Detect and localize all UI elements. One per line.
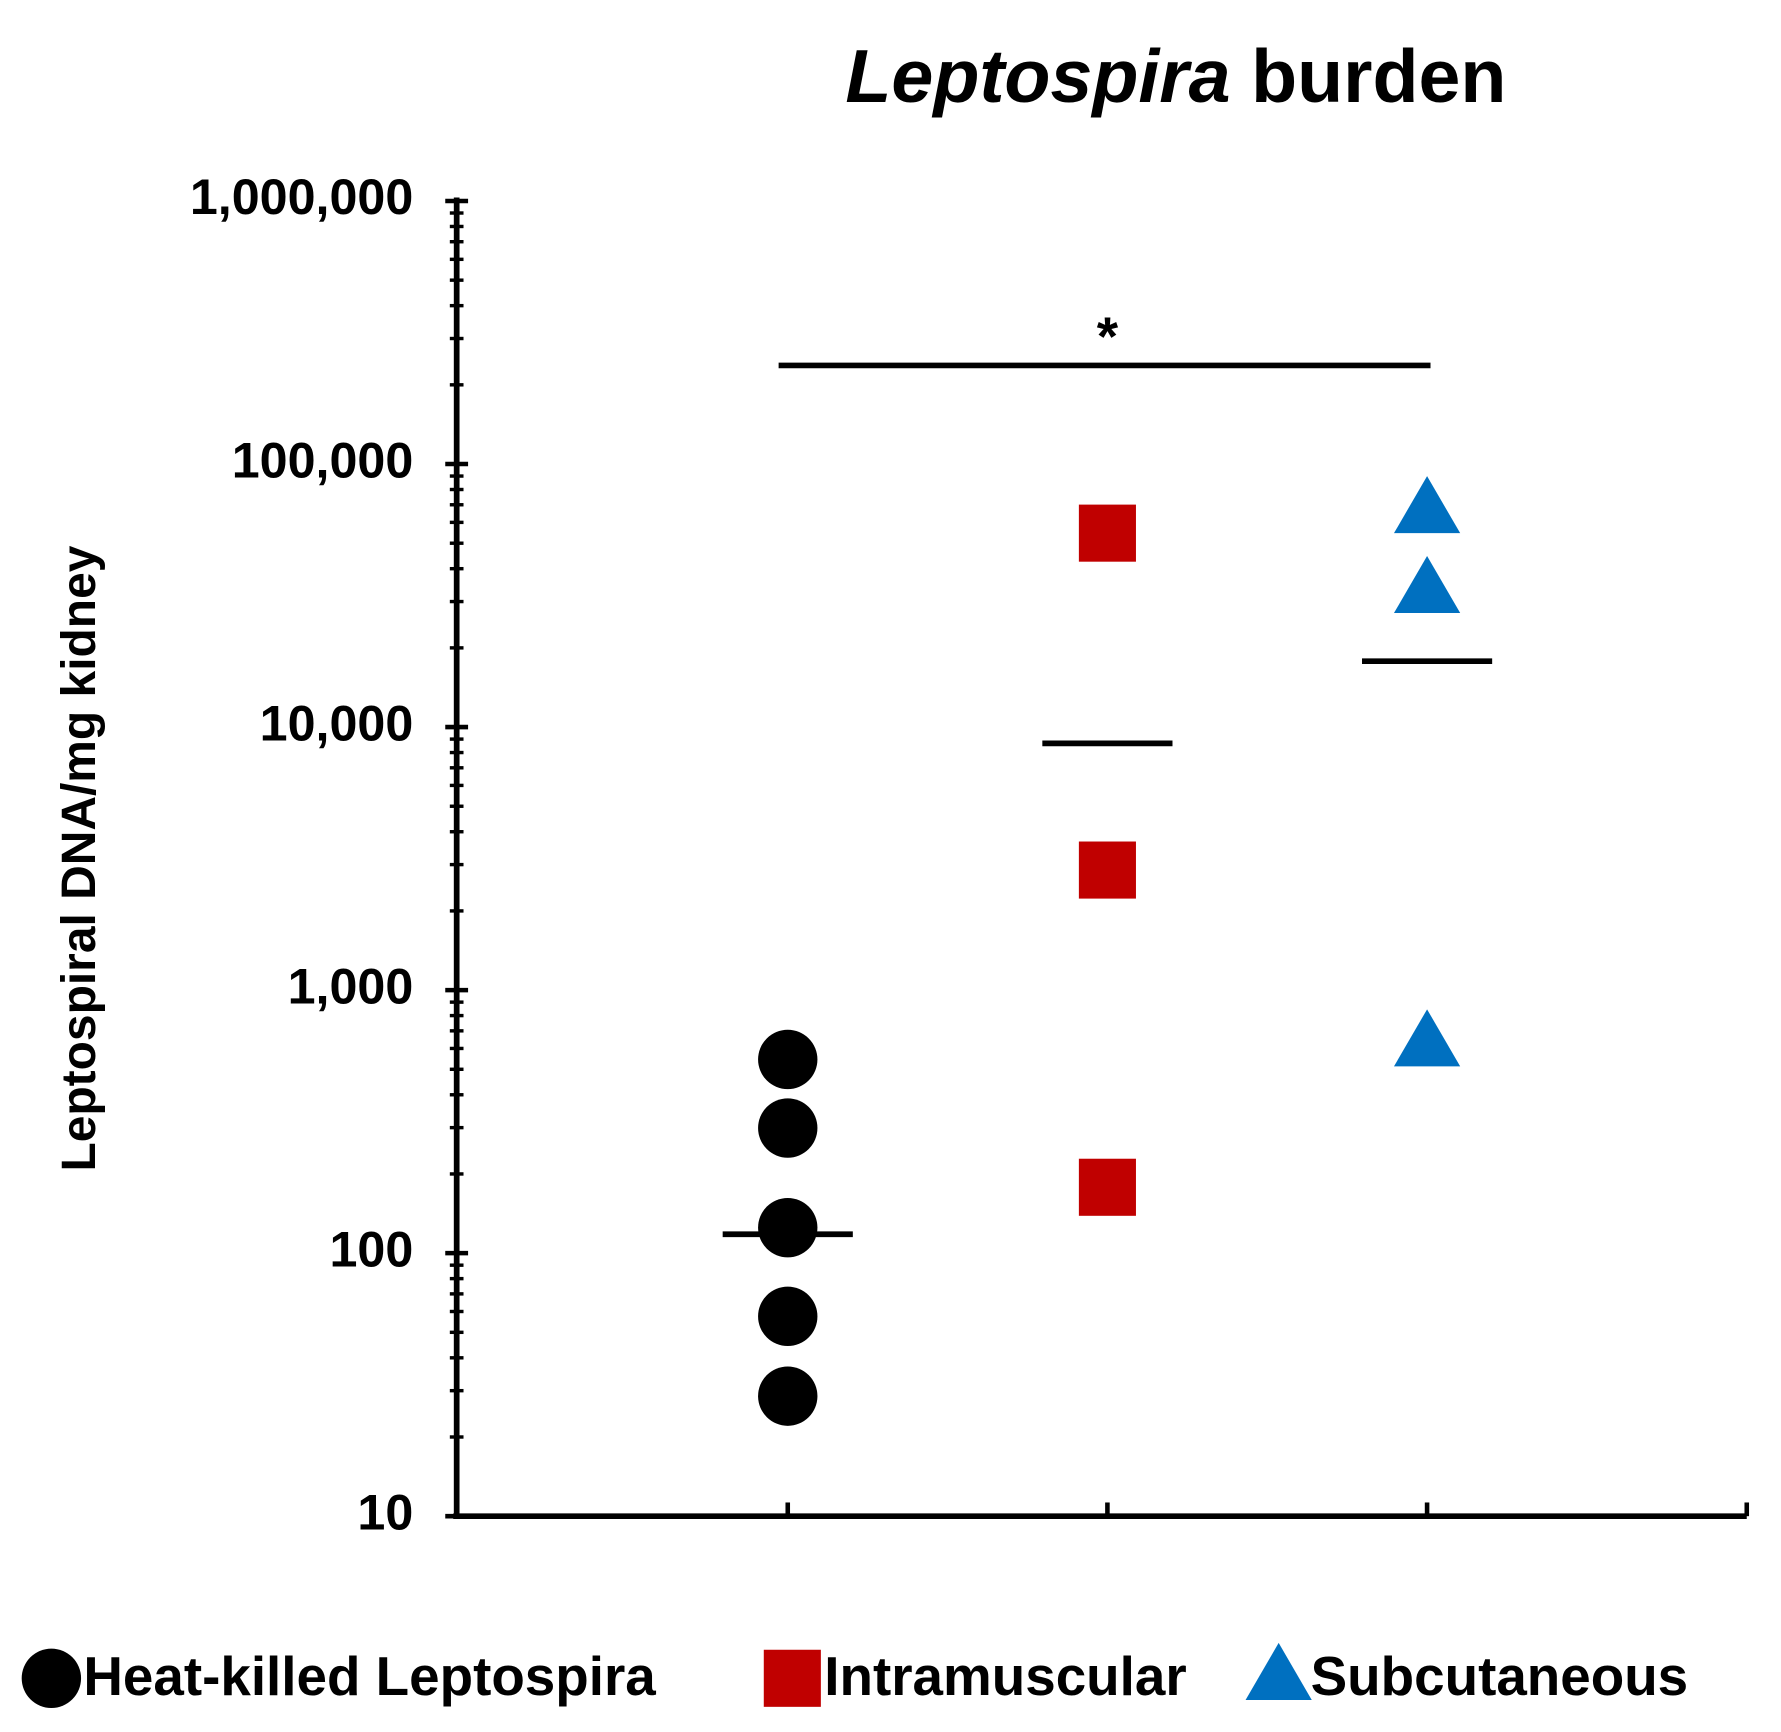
legend-label: Subcutaneous <box>1311 1645 1689 1707</box>
y-tick-label: 10 <box>357 1484 413 1540</box>
data-point <box>758 1197 818 1258</box>
data-point <box>1393 476 1461 534</box>
y-tick-label: 10,000 <box>260 695 414 751</box>
data-point <box>758 1098 818 1158</box>
chart-title: Leptospira burden <box>845 34 1506 118</box>
significance-label: * <box>1097 305 1119 367</box>
title-rest: burden <box>1251 34 1506 118</box>
data-point <box>758 1366 818 1426</box>
data-point <box>1078 841 1136 899</box>
data-point <box>1078 1158 1136 1216</box>
data-point <box>1393 1009 1461 1067</box>
legend-label: Heat-killed Leptospira <box>83 1645 656 1707</box>
y-tick-label: 1,000,000 <box>190 169 413 225</box>
y-tick-label: 100,000 <box>232 432 414 488</box>
y-axis-label: Leptospiral DNA/mg kidney <box>53 545 106 1171</box>
data-point <box>1393 555 1461 614</box>
legend-marker <box>21 1648 82 1708</box>
data-point <box>758 1286 818 1347</box>
y-tick-label: 1,000 <box>288 958 414 1014</box>
data-point <box>1078 504 1136 562</box>
y-tick-label: 100 <box>329 1221 413 1277</box>
legend-marker <box>763 1649 821 1707</box>
data-point <box>758 1029 818 1090</box>
legend-label: Intramuscular <box>824 1645 1186 1707</box>
title-italic: Leptospira <box>845 34 1230 118</box>
legend-marker <box>1245 1642 1312 1700</box>
